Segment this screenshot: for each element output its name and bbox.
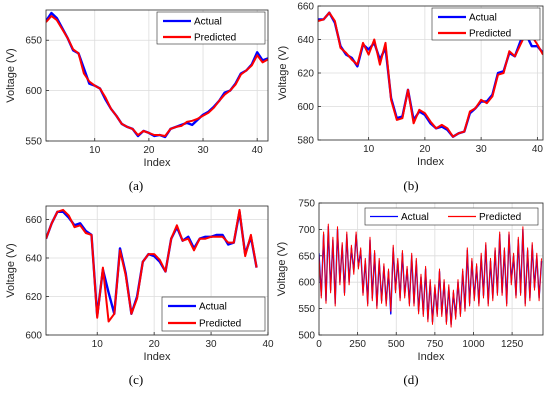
y-tick-label: 660 — [25, 215, 42, 226]
series-line-predicted — [319, 223, 542, 328]
legend-box — [431, 7, 541, 41]
legend-label-actual: Actual — [469, 13, 497, 24]
x-tick-label: 20 — [149, 339, 161, 350]
x-tick-label: 0 — [316, 339, 322, 350]
chart-panel-b: 10 20 30 40 580 600 620 640 660 Index Voltage (V) A… — [277, 2, 544, 193]
x-tick-label: 10 — [89, 145, 101, 156]
x-tick-label: 30 — [206, 339, 218, 350]
panel-caption: (a) — [129, 178, 143, 193]
x-axis-label: Index — [144, 351, 171, 363]
chart-panel-d: 0 250 500 750 1000 1250500550600650700750Inde… — [276, 199, 544, 387]
x-axis-label: Index — [418, 351, 445, 363]
x-tick-label: 40 — [532, 144, 544, 155]
x-tick-label: 30 — [476, 144, 488, 155]
x-tick-label: 1250 — [501, 339, 524, 350]
x-tick-label: 20 — [143, 145, 155, 156]
legend-box — [161, 296, 266, 332]
y-tick-label: 600 — [298, 278, 315, 289]
x-tick-label: 20 — [419, 144, 431, 155]
x-tick-label: 10 — [92, 339, 104, 350]
y-tick-label: 500 — [298, 331, 315, 342]
y-tick-label: 600 — [25, 331, 42, 342]
legend-label-actual: Actual — [401, 212, 429, 223]
series-line-predicted — [46, 208, 258, 323]
x-tick-label: 750 — [427, 339, 444, 350]
panel-caption: (b) — [403, 178, 418, 193]
y-tick-label: 650 — [25, 36, 42, 47]
axes-box — [318, 202, 544, 336]
chart-panel-a: 10 20 30 40 550 600 650 Index Voltage (V) Actual P… — [5, 9, 269, 193]
y-axis-label: Voltage (V) — [277, 46, 289, 100]
axes-box — [45, 9, 269, 142]
y-tick-label: 580 — [297, 136, 314, 147]
legend-label-actual: Actual — [199, 302, 227, 313]
x-tick-label: 40 — [252, 145, 264, 156]
chart-panel-c: 10 20 30 40 600 620 640 660 Index Voltage (V) Actu… — [5, 205, 274, 387]
legend-label-predicted: Predicted — [194, 33, 236, 44]
x-tick-label: 10 — [363, 144, 375, 155]
legend: Actual Predicted — [161, 296, 266, 332]
legend-label-predicted: Predicted — [199, 319, 241, 330]
y-tick-label: 640 — [25, 253, 42, 264]
y-tick-label: 550 — [25, 137, 42, 148]
panel-caption: (d) — [403, 372, 418, 387]
panel-caption: (c) — [129, 372, 143, 387]
x-tick-label: 500 — [388, 339, 405, 350]
axes-box — [45, 205, 269, 336]
legend-label-actual: Actual — [194, 17, 222, 28]
legend-label-predicted: Predicted — [479, 212, 521, 223]
legend-box — [156, 11, 266, 45]
legend: Actual Predicted — [156, 11, 266, 45]
series-line-predicted — [318, 11, 543, 138]
y-tick-label: 620 — [25, 292, 42, 303]
y-axis-label: Voltage (V) — [5, 243, 17, 297]
legend: Actual Predicted — [364, 207, 539, 226]
legend: Actual Predicted — [431, 7, 541, 41]
series-line-predicted — [46, 15, 268, 137]
y-tick-label: 550 — [298, 304, 315, 315]
y-axis-label: Voltage (V) — [5, 48, 17, 102]
y-tick-label: 750 — [298, 199, 315, 210]
y-tick-label: 640 — [297, 35, 314, 46]
y-tick-label: 600 — [25, 86, 42, 97]
x-tick-label: 250 — [349, 339, 366, 350]
y-axis-label: Voltage (V) — [276, 242, 288, 296]
y-tick-label: 660 — [297, 2, 314, 13]
legend-label-predicted: Predicted — [469, 29, 511, 40]
x-axis-label: Index — [144, 157, 171, 169]
x-tick-label: 40 — [262, 339, 274, 350]
y-tick-label: 700 — [298, 225, 315, 236]
y-tick-label: 600 — [297, 102, 314, 113]
x-tick-label: 1000 — [462, 339, 485, 350]
x-tick-label: 30 — [197, 145, 209, 156]
y-tick-label: 620 — [297, 69, 314, 80]
axes-box — [317, 5, 544, 141]
y-tick-label: 650 — [298, 251, 315, 262]
x-axis-label: Index — [417, 156, 444, 168]
